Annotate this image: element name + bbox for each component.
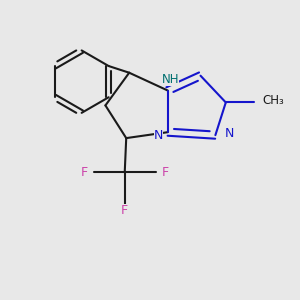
Text: N: N bbox=[224, 127, 234, 140]
Text: NH: NH bbox=[161, 73, 179, 86]
Text: N: N bbox=[154, 129, 163, 142]
Text: F: F bbox=[81, 166, 88, 179]
Text: CH₃: CH₃ bbox=[262, 94, 284, 107]
Text: F: F bbox=[121, 203, 128, 217]
Text: F: F bbox=[161, 166, 168, 179]
